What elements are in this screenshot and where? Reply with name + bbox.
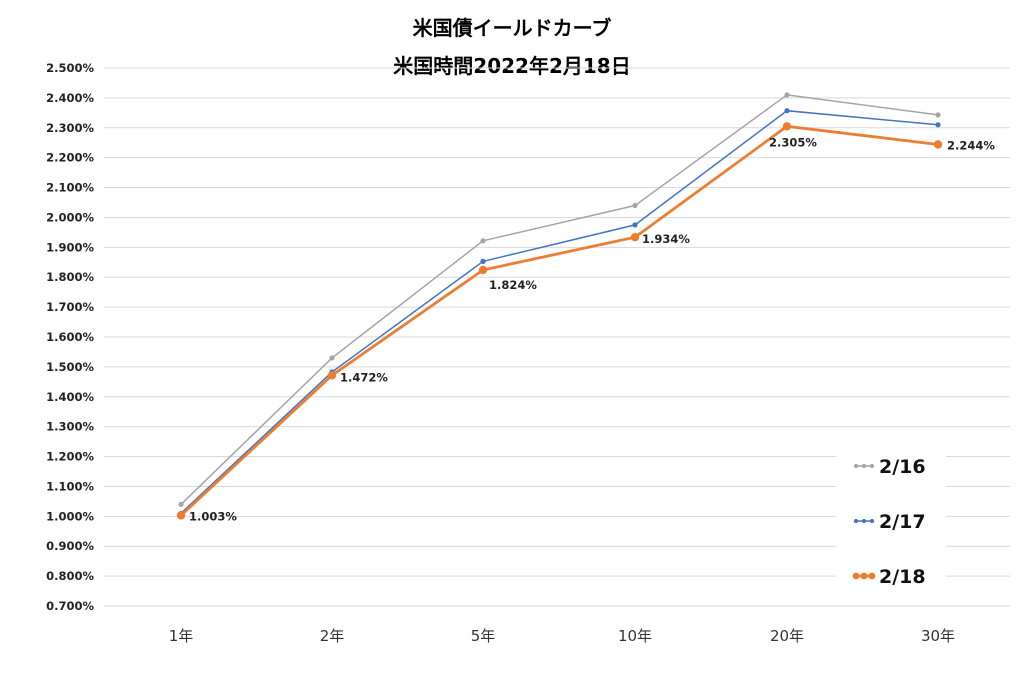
chart-title: 米国債イールドカーブ <box>412 16 612 40</box>
y-tick-label: 1.200% <box>46 450 94 464</box>
x-tick-label: 5年 <box>471 627 496 645</box>
y-tick-label: 2.400% <box>46 91 94 105</box>
data-point <box>178 501 184 507</box>
legend-marker <box>861 518 867 524</box>
data-label: 1.472% <box>340 370 388 384</box>
x-tick-label: 10年 <box>618 627 652 645</box>
x-tick-label: 30年 <box>921 627 955 645</box>
data-point <box>176 511 186 520</box>
y-tick-label: 2.500% <box>46 61 94 75</box>
data-label: 2.244% <box>947 139 995 153</box>
y-tick-label: 1.400% <box>46 390 94 404</box>
data-label: 1.934% <box>642 232 690 246</box>
data-point <box>480 258 486 264</box>
legend-label: 2/18 <box>879 566 926 588</box>
y-tick-label: 1.700% <box>46 300 94 314</box>
series-line-2-17 <box>180 109 939 514</box>
y-tick-label: 2.100% <box>46 181 94 195</box>
data-point <box>632 202 638 209</box>
y-tick-label: 1.900% <box>46 240 94 254</box>
data-point <box>329 355 335 361</box>
data-label: 1.003% <box>189 509 237 523</box>
legend-marker <box>861 463 867 469</box>
y-tick-label: 2.300% <box>46 121 94 135</box>
data-point <box>327 371 337 380</box>
series-lines <box>176 92 943 520</box>
legend-label: 2/17 <box>879 511 926 533</box>
legend-marker <box>869 518 875 524</box>
y-tick-label: 0.700% <box>46 599 94 613</box>
legend-marker <box>852 572 860 580</box>
data-point <box>630 233 640 242</box>
y-tick-label: 0.900% <box>46 539 94 553</box>
y-tick-label: 1.000% <box>46 509 94 523</box>
x-tick-label: 20年 <box>770 627 804 645</box>
data-point <box>478 265 488 275</box>
series-line-2-18 <box>180 124 939 517</box>
data-point <box>935 112 941 118</box>
data-labels: 1.003% 1.472% 1.824% 1.934% 2.305% 2.244% <box>189 135 995 523</box>
y-tick-label: 1.100% <box>46 479 94 493</box>
data-point <box>784 108 790 114</box>
series-line-2-16 <box>180 94 939 505</box>
data-label: 1.824% <box>489 278 537 292</box>
chart-subtitle: 米国時間2022年2月18日 <box>393 54 631 78</box>
y-tick-label: 2.000% <box>46 210 94 224</box>
y-tick-label: 2.200% <box>46 151 94 165</box>
x-axis-ticks: 1年 2年 5年 10年 20年 30年 <box>169 627 955 645</box>
legend-marker <box>853 463 859 469</box>
legend-label: 2/16 <box>879 456 926 478</box>
legend: 2/16 2/17 2/18 <box>836 448 946 594</box>
legend-marker <box>853 518 859 524</box>
data-point <box>782 122 792 131</box>
data-point <box>933 140 943 149</box>
data-point <box>632 222 638 228</box>
legend-marker <box>868 572 876 580</box>
x-tick-label: 2年 <box>320 627 345 645</box>
y-tick-label: 0.800% <box>46 569 94 583</box>
y-tick-label: 1.800% <box>46 270 94 284</box>
y-axis-ticks: 2.500% 2.400% 2.300% 2.200% 2.100% 2.000% 1.90… <box>46 61 94 613</box>
y-tick-label: 1.300% <box>46 420 94 434</box>
data-point <box>784 92 790 98</box>
data-label: 2.305% <box>769 135 817 149</box>
data-point <box>935 122 941 128</box>
legend-marker <box>860 572 868 580</box>
y-tick-label: 1.500% <box>46 360 94 374</box>
data-point <box>480 238 486 244</box>
legend-marker <box>869 463 875 469</box>
y-tick-label: 1.600% <box>46 330 94 344</box>
x-tick-label: 1年 <box>169 627 194 645</box>
